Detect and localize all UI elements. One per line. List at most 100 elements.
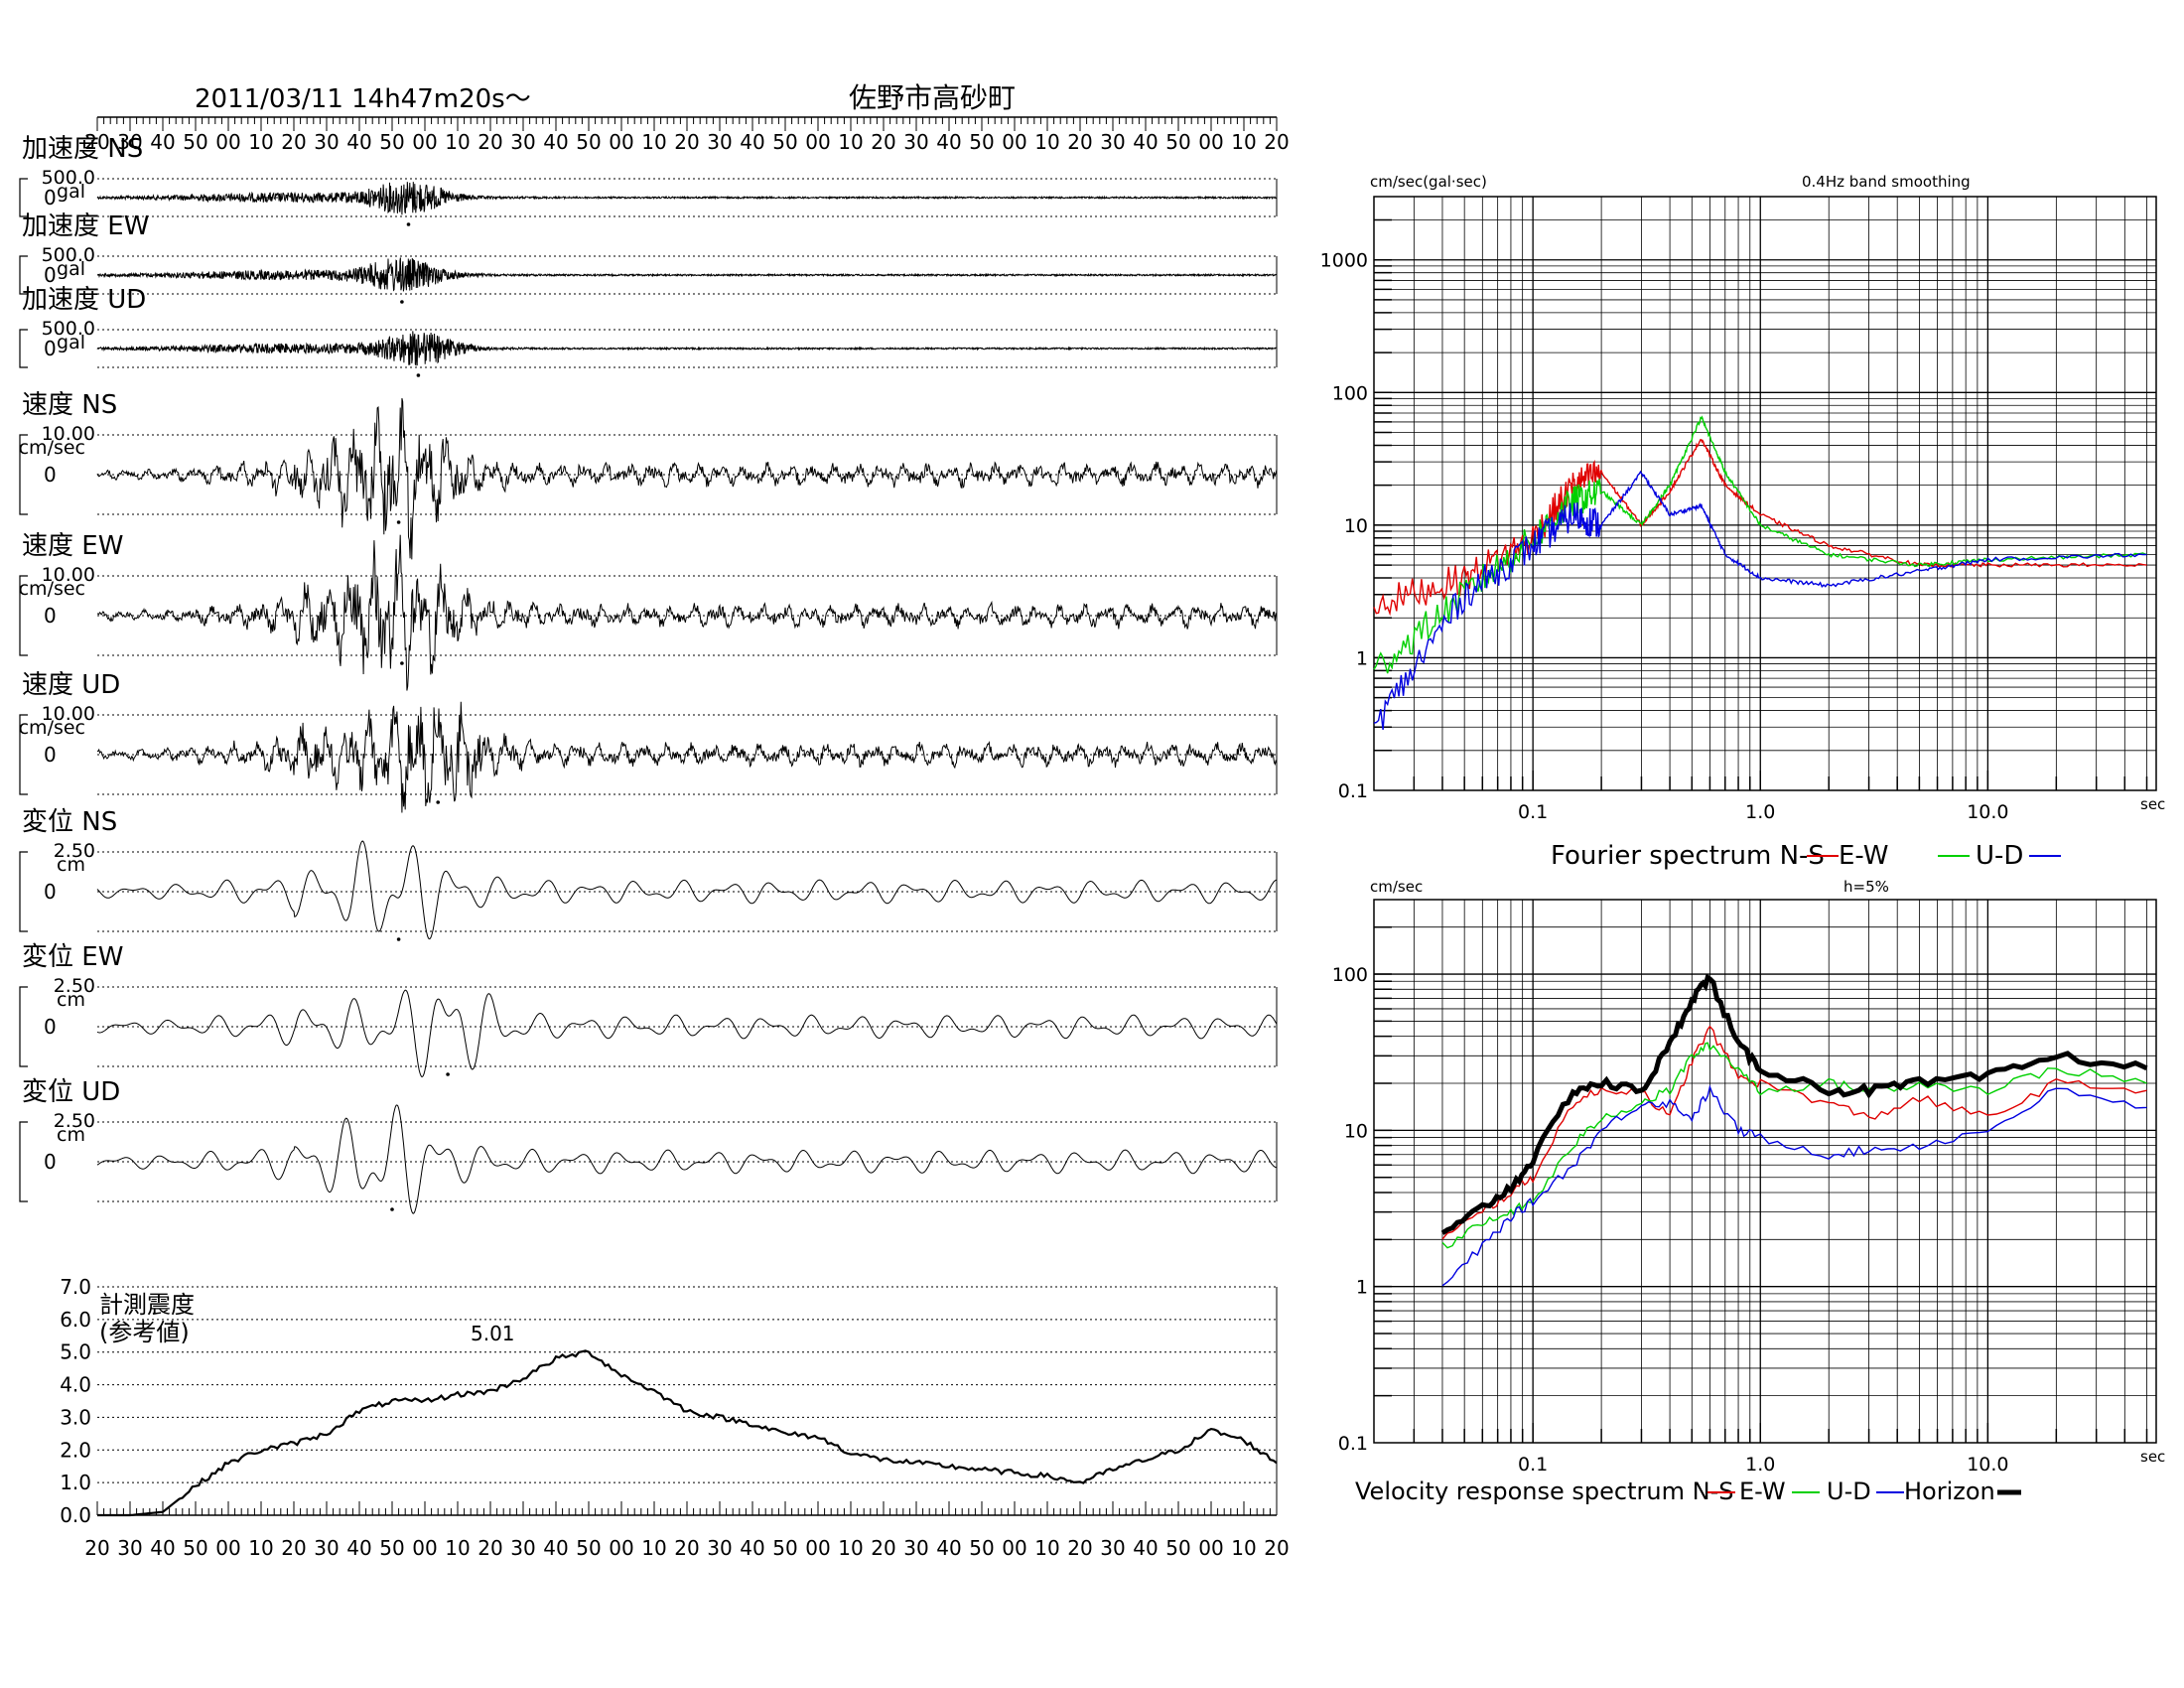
time-tick-label: 20 <box>871 1536 895 1560</box>
fourier-series-ew <box>1373 415 2147 674</box>
fourier-xtick: 1.0 <box>1745 801 1775 823</box>
fourier-ytick: 1 <box>1356 647 1368 669</box>
time-tick-label: 00 <box>215 130 240 154</box>
scale-bracket <box>19 434 28 515</box>
waveform-trace <box>96 182 1278 215</box>
waveform-trace <box>96 840 1278 940</box>
time-tick-label: 50 <box>183 1536 207 1560</box>
peak-marker <box>400 300 404 304</box>
waveform-zero: 0 <box>44 743 57 767</box>
time-tick-label: 00 <box>412 130 437 154</box>
fourier-title: Fourier spectrum N-S <box>1551 841 1825 871</box>
response-legend-horizon: Horizon <box>1904 1477 1995 1505</box>
response-series-horizon <box>1440 973 2148 1235</box>
waveform-trace <box>96 331 1277 366</box>
time-tick-label: 10 <box>248 130 273 154</box>
time-tick-label: 30 <box>903 130 928 154</box>
waveform-unit: gal <box>57 332 85 353</box>
response-series-ew <box>1441 1042 2147 1249</box>
response-ylabel: cm/sec <box>1370 878 1423 896</box>
time-tick-label: 00 <box>1198 130 1223 154</box>
waveform-scale: 2.50 <box>54 1110 95 1132</box>
fourier-note: 0.4Hz band smoothing <box>1802 173 1971 191</box>
time-tick-label: 30 <box>117 1536 142 1560</box>
scale-bracket <box>19 575 28 656</box>
time-tick-label: 10 <box>445 130 470 154</box>
time-tick-label: 40 <box>543 130 568 154</box>
header-station: 佐野市高砂町 <box>849 81 1016 114</box>
peak-marker <box>396 937 401 941</box>
waveform-unit: cm <box>57 854 85 876</box>
peak-marker <box>436 800 441 804</box>
time-tick-label: 40 <box>150 130 175 154</box>
waveform-label: 加速度 EW <box>22 211 149 241</box>
response-ytick: 100 <box>1332 964 1368 986</box>
plot-frame <box>1373 196 2157 791</box>
intensity-ytick: 0.0 <box>60 1503 91 1527</box>
time-tick-label: 50 <box>772 130 797 154</box>
velocity-response-spectrum-chart: cm/sec h=5% sec Velocity response spectr… <box>1332 878 2166 1505</box>
waveform-unit: cm/sec <box>19 578 85 600</box>
fourier-xtick: 0.1 <box>1518 801 1548 823</box>
response-xunit: sec <box>2140 1448 2165 1466</box>
waveform-zero: 0 <box>44 604 57 628</box>
response-legend-ud: U-D <box>1827 1477 1871 1505</box>
fourier-legend-ew: E-W <box>1839 841 1888 871</box>
time-tick-label: 10 <box>1034 130 1059 154</box>
response-xtick: 0.1 <box>1518 1454 1548 1476</box>
waveform-unit: cm <box>57 1124 85 1146</box>
peak-marker <box>416 373 421 377</box>
time-tick-label: 00 <box>805 130 830 154</box>
response-legend-ew: E-W <box>1739 1477 1786 1505</box>
time-tick-label: 20 <box>871 130 895 154</box>
fourier-ytick: 0.1 <box>1338 780 1368 802</box>
time-tick-label: 50 <box>1165 130 1190 154</box>
time-tick-label: 50 <box>772 1536 797 1560</box>
time-tick-label: 50 <box>576 1536 601 1560</box>
waveform-scale: 10.00 <box>42 703 95 725</box>
time-tick-label: 40 <box>1133 130 1158 154</box>
intensity-ytick: 7.0 <box>60 1275 91 1299</box>
intensity-ytick: 2.0 <box>60 1438 91 1462</box>
intensity-ytick: 1.0 <box>60 1471 91 1494</box>
time-tick-label: 10 <box>248 1536 273 1560</box>
time-tick-label: 10 <box>1231 130 1256 154</box>
time-tick-label: 40 <box>346 1536 371 1560</box>
waveform-scale: 500.0 <box>42 244 95 266</box>
waveform-label: 速度 NS <box>22 390 117 420</box>
time-tick-label: 40 <box>740 130 764 154</box>
waveform-zero: 0 <box>44 463 57 487</box>
intensity-ytick: 5.0 <box>60 1340 91 1364</box>
fourier-ytick: 100 <box>1332 382 1368 404</box>
time-tick-label: 00 <box>215 1536 240 1560</box>
time-tick-label: 10 <box>838 130 863 154</box>
bottom-time-axis: 20 30 40 50 00 10 20 30 40 50 00 10 20 30 40 50 00 10 20 30… <box>84 1501 1290 1560</box>
time-tick-label: 20 <box>478 130 502 154</box>
waveform-unit: cm <box>57 989 85 1011</box>
time-tick-label: 50 <box>379 1536 404 1560</box>
time-tick-label: 20 <box>84 130 109 154</box>
time-tick-label: 30 <box>1100 1536 1125 1560</box>
waveform-trace <box>96 534 1278 691</box>
intensity-ytick: 4.0 <box>60 1373 91 1397</box>
time-tick-label: 20 <box>674 130 699 154</box>
time-tick-label: 40 <box>150 1536 175 1560</box>
response-ytick: 10 <box>1344 1120 1368 1142</box>
response-series-ns <box>1441 1025 2147 1240</box>
time-tick-label: 50 <box>379 130 404 154</box>
fourier-ytick: 10 <box>1344 515 1368 537</box>
waveform-trace <box>96 701 1278 813</box>
waveform-label: 変位 NS <box>22 807 117 837</box>
time-tick-label: 10 <box>1231 1536 1256 1560</box>
waveform-label: 加速度 UD <box>22 285 146 315</box>
time-tick-label: 20 <box>1264 130 1289 154</box>
time-tick-label: 00 <box>609 1536 633 1560</box>
response-xtick: 1.0 <box>1745 1454 1775 1476</box>
fourier-ylabel: cm/sec(gal·sec) <box>1370 173 1487 191</box>
